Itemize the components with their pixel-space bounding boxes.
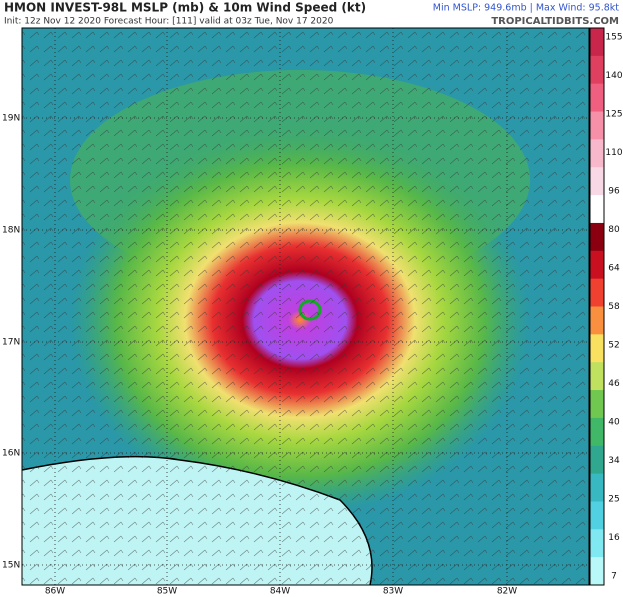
colorbar-label: 80 (608, 225, 620, 235)
colorbar-label: 125 (605, 110, 622, 120)
colorbar-swatch (590, 55, 604, 85)
colorbar-swatch (590, 28, 604, 57)
graticule (22, 28, 589, 585)
stats: Min MSLP: 949.6mb | Max Wind: 95.8kt (433, 3, 619, 14)
colorbar-swatch (590, 139, 604, 168)
colorbar-swatch (590, 390, 604, 419)
subtitle: Init: 12z Nov 12 2020 Forecast Hour: [11… (4, 17, 334, 27)
colorbar-swatch (590, 473, 604, 502)
colorbar-label: 155 (605, 33, 622, 43)
colorbar-swatch (590, 334, 604, 363)
colorbar-swatch (590, 529, 604, 558)
colorbar-swatch (590, 250, 604, 280)
colorbar-swatch (590, 306, 604, 335)
lon-label: 82W (497, 587, 517, 597)
colorbar-swatch (590, 501, 604, 530)
colorbar-swatch (590, 278, 604, 307)
colorbar-label: 25 (608, 495, 619, 505)
colorbar-swatch (590, 222, 604, 252)
colorbar-label: 110 (605, 148, 622, 158)
lat-label: 17N (2, 338, 20, 348)
lat-label: 16N (2, 449, 20, 459)
wind-barbs (22, 28, 589, 585)
colorbar-swatch (590, 445, 604, 475)
lat-label: 18N (2, 226, 20, 236)
colorbar-label: 7 (611, 572, 617, 582)
colorbar-label: 40 (608, 418, 620, 428)
colorbar-label: 52 (608, 341, 619, 351)
lon-label: 83W (383, 587, 403, 597)
lat-label: 15N (2, 561, 20, 571)
title: HMON INVEST-98L MSLP (mb) & 10m Wind Spe… (4, 1, 366, 15)
colorbar-swatch (590, 111, 604, 140)
colorbar-label: 34 (608, 456, 620, 466)
colorbar-swatch (590, 362, 604, 391)
colorbar-label: 140 (605, 71, 622, 81)
colorbar: 155 140 125 110 96 80 64 58 52 46 40 34 25 16 7 (589, 27, 623, 586)
map (21, 27, 590, 586)
colorbar-label: 58 (608, 302, 620, 312)
colorbar-frame (589, 27, 605, 586)
colorbar-swatch (590, 83, 604, 113)
lat-labels: 19N 18N 17N 16N 15N (2, 114, 20, 571)
colorbar-label: 64 (608, 264, 620, 274)
colorbar-swatch (590, 417, 604, 447)
map-frame (21, 27, 590, 586)
lon-label: 86W (45, 587, 65, 597)
colorbar-label: 16 (608, 533, 620, 543)
colorbar-swatch (590, 557, 604, 586)
lon-labels: 86W 85W 84W 83W 82W (45, 587, 517, 597)
colorbar-swatch (590, 167, 604, 196)
lon-label: 85W (157, 587, 177, 597)
site: TROPICALTIDBITS.COM (491, 16, 619, 27)
lat-label: 19N (2, 114, 20, 124)
lon-label: 84W (270, 587, 290, 597)
colorbar-label: 46 (608, 379, 620, 389)
colorbar-label: 96 (608, 187, 620, 197)
colorbar-swatch (590, 195, 604, 224)
